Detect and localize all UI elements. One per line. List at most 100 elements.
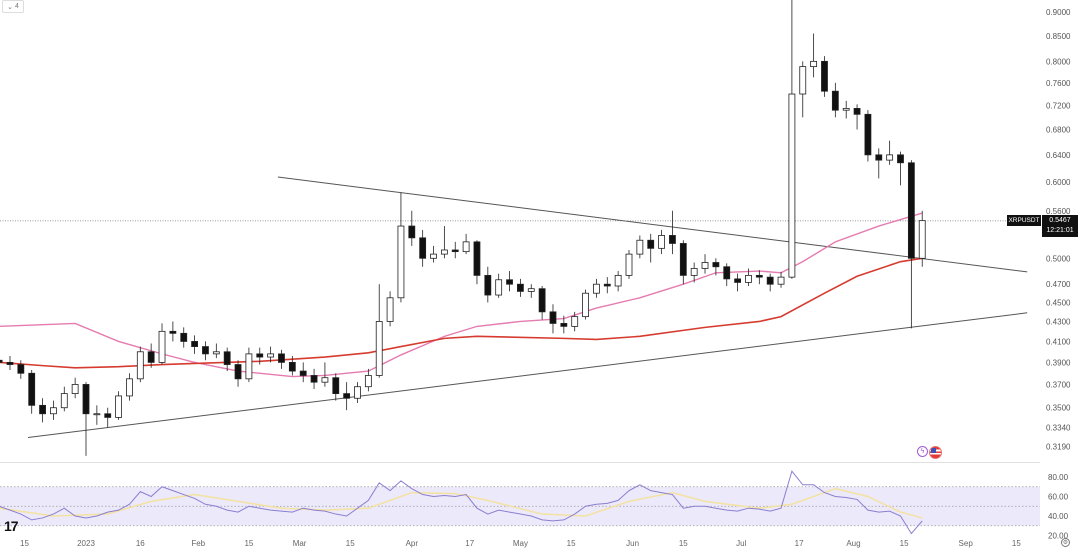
candle-body-up xyxy=(397,225,405,299)
candle-body-up xyxy=(136,351,144,380)
candle xyxy=(115,391,122,420)
price-tick-label: 0.3500 xyxy=(1046,404,1071,413)
price-axis[interactable]: 80.00 60.00 40.00 20.00 0.9000 0.8500 0.8000 0.… xyxy=(1046,8,1071,541)
candle-body-down xyxy=(419,237,427,259)
candle xyxy=(636,235,644,259)
chevron-down-icon: ⌄ xyxy=(7,3,13,11)
rsi-pane xyxy=(0,462,1040,535)
time-tick-label: Sep xyxy=(959,539,974,548)
candle-body-up xyxy=(777,276,785,285)
settings-icon[interactable]: ⚙ xyxy=(1061,538,1070,547)
time-tick-label: 15 xyxy=(244,539,253,548)
candle-body-down xyxy=(907,162,915,259)
candle xyxy=(907,160,915,329)
us-flag-icon[interactable] xyxy=(929,446,942,459)
candle xyxy=(180,327,188,348)
candle xyxy=(354,382,361,403)
price-tick-label: 0.3900 xyxy=(1046,358,1071,367)
candle xyxy=(126,373,133,401)
candle xyxy=(658,229,665,255)
candle-body-down xyxy=(549,311,557,324)
candle-body-down xyxy=(191,341,199,347)
trendline[interactable] xyxy=(28,312,1028,438)
candle xyxy=(202,341,209,361)
candle-body-down xyxy=(82,384,90,415)
candle xyxy=(223,347,231,372)
candle xyxy=(669,210,676,255)
candle-body-down xyxy=(408,225,416,239)
candle xyxy=(440,226,448,259)
candle xyxy=(234,360,242,387)
candle-body-up xyxy=(918,220,926,259)
candle xyxy=(408,210,416,246)
last-price: 0.5467 xyxy=(1049,217,1071,224)
time-axis[interactable]: 15 2023 16 Feb 15 Mar 15 Apr 17 May 15 Jun 15 Jul 17 Au… xyxy=(20,539,1021,548)
candle xyxy=(777,271,785,288)
candle-body-up xyxy=(614,274,622,287)
price-tick-label: 0.7600 xyxy=(1046,79,1071,88)
bar-countdown: 12:21:01 xyxy=(1046,227,1074,234)
candle-body-down xyxy=(864,113,872,156)
candle-body-down xyxy=(451,249,459,253)
candle xyxy=(299,362,307,383)
time-tick-label: 15 xyxy=(1012,539,1021,548)
candle-body-down xyxy=(484,274,492,296)
candle xyxy=(473,240,481,285)
candle xyxy=(690,262,698,283)
candle-body-up xyxy=(267,353,275,358)
candle-body-down xyxy=(679,243,687,276)
main-pane xyxy=(0,0,1040,456)
time-tick-label: 15 xyxy=(900,539,909,548)
interval-badge[interactable]: ⌄ 4 xyxy=(2,0,24,13)
time-tick-label: Feb xyxy=(191,539,205,548)
candle-body-up xyxy=(636,239,644,255)
candle xyxy=(842,100,850,119)
candle xyxy=(419,229,427,267)
tradingview-logo[interactable]: 17 xyxy=(4,518,19,534)
trendline[interactable] xyxy=(277,176,1028,273)
time-tick-label: Apr xyxy=(406,539,419,548)
candle xyxy=(593,278,600,298)
candle xyxy=(386,291,394,327)
candle xyxy=(245,347,253,383)
candle xyxy=(918,210,926,267)
candle-body-down xyxy=(766,276,774,285)
candle-body-down xyxy=(712,262,720,268)
candle-body-down xyxy=(669,235,676,244)
candle-body-down xyxy=(39,404,46,415)
candle xyxy=(582,289,589,320)
candle-body-up xyxy=(212,351,220,355)
candle xyxy=(147,343,155,368)
candle-body-down xyxy=(517,283,524,292)
price-tick-label: 0.6400 xyxy=(1046,151,1071,160)
candle xyxy=(451,241,459,259)
lightning-icon[interactable]: ϟ xyxy=(917,446,928,457)
time-tick-label: 15 xyxy=(346,539,355,548)
candle-body-down xyxy=(6,361,14,365)
price-tick-label: 0.4700 xyxy=(1046,280,1071,289)
candle xyxy=(788,0,796,279)
candle-body-up xyxy=(71,384,79,395)
candle xyxy=(158,323,166,365)
time-tick-label: 17 xyxy=(465,539,474,548)
candle xyxy=(755,270,763,285)
candle xyxy=(82,382,90,456)
candle-body-up xyxy=(625,253,633,276)
candle-body-down xyxy=(506,279,513,285)
candle xyxy=(212,343,220,359)
candle xyxy=(484,266,492,303)
candle-body-down xyxy=(897,154,904,164)
candle xyxy=(864,110,872,162)
candle xyxy=(28,369,36,414)
candle-body-down xyxy=(310,375,318,383)
candle xyxy=(549,304,557,334)
candle-body-down xyxy=(28,372,36,406)
candle xyxy=(614,271,622,292)
candle xyxy=(734,273,741,292)
candle-body-up xyxy=(115,395,122,418)
candle-body-up xyxy=(375,321,383,376)
candle-body-down xyxy=(831,90,839,111)
candle-body-up xyxy=(126,378,133,397)
interval-badge-count: 4 xyxy=(14,3,19,10)
